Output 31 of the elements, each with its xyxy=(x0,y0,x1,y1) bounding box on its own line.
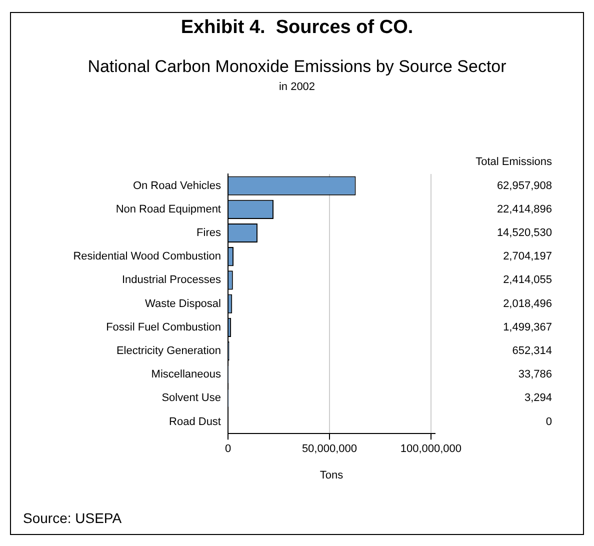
data-label: 33,786 xyxy=(518,368,552,381)
data-label: 2,414,055 xyxy=(503,274,552,286)
y-tick-label: Solvent Use xyxy=(162,392,221,404)
data-label: 3,294 xyxy=(524,392,552,404)
y-tick-label: Industrial Processes xyxy=(122,274,222,286)
source-note: Source: USEPA xyxy=(23,510,122,526)
chart-title: Exhibit 4. Sources of CO. xyxy=(180,17,414,39)
y-tick-label: Waste Disposal xyxy=(144,298,221,310)
data-label: 0 xyxy=(546,416,552,428)
x-tick-label: 50,000,000 xyxy=(302,443,357,456)
chart-subtitle: National Carbon Monoxide Emissions by Source Sector xyxy=(86,57,508,77)
data-label: 62,957,908 xyxy=(496,180,552,192)
data-label: 2,018,496 xyxy=(503,298,552,310)
y-tick-label: Fossil Fuel Combustion xyxy=(106,321,221,334)
x-axis-title: Tons xyxy=(320,469,344,482)
x-tick-label: 100,000,000 xyxy=(400,443,462,456)
text: in 2002 xyxy=(278,81,316,93)
y-tick-label: Electricity Generation xyxy=(116,345,221,358)
y-tick-label: Residential Wood Combustion xyxy=(73,250,221,263)
data-label: 22,414,896 xyxy=(496,203,552,216)
y-tick-label: Non Road Equipment xyxy=(116,203,221,216)
y-tick-label: Road Dust xyxy=(169,416,221,428)
x-tick-label: 0 xyxy=(224,443,232,456)
y-tick-label: Miscellaneous xyxy=(151,368,222,381)
data-label: 652,314 xyxy=(512,345,552,358)
y-tick-label: Fires xyxy=(196,227,222,240)
y-tick-label: On Road Vehicles xyxy=(132,180,222,192)
text: Total Emissions xyxy=(476,156,552,168)
data-label: 2,704,197 xyxy=(503,250,552,263)
data-label: 1,499,367 xyxy=(503,321,552,334)
data-label: 14,520,530 xyxy=(496,227,552,240)
